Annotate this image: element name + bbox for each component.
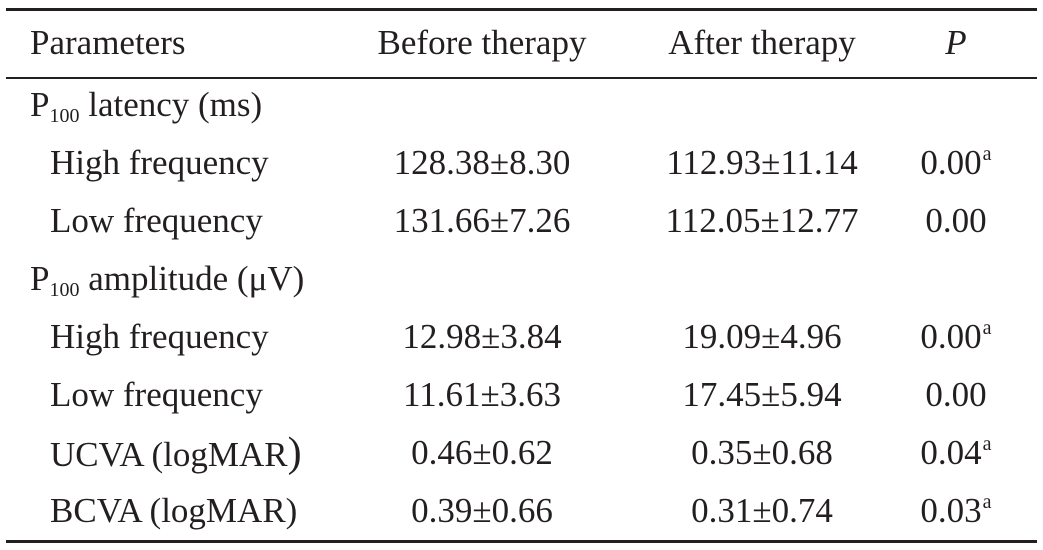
section-latency-row: P100 latency (ms) — [6, 76, 1037, 134]
p-value: 0.00a — [920, 317, 992, 356]
before-value: 0.39±0.66 — [411, 491, 553, 530]
header-before-therapy: Before therapy — [377, 23, 587, 62]
after-value: 19.09±4.96 — [682, 317, 842, 356]
table-row: Low frequency 131.66±7.26 112.05±12.77 0… — [6, 192, 1037, 250]
table-row: High frequency 128.38±8.30 112.93±11.14 … — [6, 134, 1037, 192]
table-row: UCVA (logMAR) 0.46±0.62 0.35±0.68 0.04a — [6, 424, 1037, 482]
after-value: 0.35±0.68 — [691, 433, 833, 472]
table-row: High frequency 12.98±3.84 19.09±4.96 0.0… — [6, 308, 1037, 366]
table-header-rule — [6, 77, 1037, 79]
p-value: 0.04a — [920, 433, 992, 472]
p-value: 0.03a — [920, 491, 992, 530]
p-value: 0.00 — [925, 201, 987, 240]
section-latency-label: P100 latency (ms) — [30, 85, 263, 127]
significance-marker: a — [982, 317, 992, 339]
after-value: 112.05±12.77 — [665, 201, 859, 240]
after-value: 17.45±5.94 — [682, 375, 842, 414]
row-label: High frequency — [50, 143, 269, 182]
after-value: 112.93±11.14 — [666, 143, 858, 182]
p-value: 0.00 — [925, 375, 987, 414]
before-value: 128.38±8.30 — [393, 143, 571, 182]
after-value: 0.31±0.74 — [691, 491, 833, 530]
row-label: Low frequency — [50, 201, 263, 240]
header-parameters: Parameters — [30, 23, 186, 62]
before-value: 12.98±3.84 — [402, 317, 562, 356]
row-label: BCVA (logMAR) — [50, 491, 298, 530]
before-value: 131.66±7.26 — [393, 201, 571, 240]
row-label: UCVA (logMAR) — [50, 430, 302, 476]
table-row: BCVA (logMAR) 0.39±0.66 0.31±0.74 0.03a — [6, 482, 1037, 540]
row-label: Low frequency — [50, 375, 263, 414]
significance-marker: a — [982, 143, 992, 165]
significance-marker: a — [982, 491, 992, 513]
table-row: Low frequency 11.61±3.63 17.45±5.94 0.00 — [6, 366, 1037, 424]
header-row: Parameters Before therapy After therapy … — [6, 14, 1037, 72]
section-amplitude-row: P100 amplitude (μV) — [6, 250, 1037, 308]
p-value: 0.00a — [920, 143, 992, 182]
header-p-value: P — [945, 23, 967, 62]
row-label: High frequency — [50, 317, 269, 356]
table-top-rule — [6, 8, 1037, 11]
results-table: Parameters Before therapy After therapy … — [6, 8, 1037, 544]
table-bottom-rule — [6, 540, 1037, 543]
section-amplitude-label: P100 amplitude (μV) — [30, 259, 305, 301]
before-value: 0.46±0.62 — [411, 433, 553, 472]
before-value: 11.61±3.63 — [403, 375, 561, 414]
header-after-therapy: After therapy — [668, 23, 856, 62]
significance-marker: a — [982, 433, 992, 455]
